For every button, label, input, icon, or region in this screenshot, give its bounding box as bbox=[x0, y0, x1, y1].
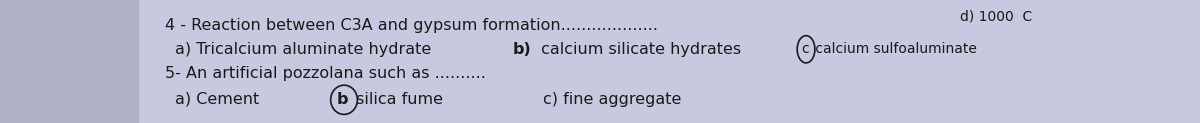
Text: 4 - Reaction between C3A and gypsum formation...................: 4 - Reaction between C3A and gypsum form… bbox=[166, 18, 658, 33]
Text: b: b bbox=[337, 92, 348, 107]
Text: b): b) bbox=[512, 42, 532, 57]
Text: c: c bbox=[802, 42, 809, 56]
Text: 5- An artificial pozzolana such as ..........: 5- An artificial pozzolana such as .....… bbox=[166, 66, 486, 81]
Text: a) Cement: a) Cement bbox=[175, 92, 300, 107]
Text: d) 1000  C: d) 1000 C bbox=[960, 10, 1032, 24]
Text: calcium sulfoaluminate: calcium sulfoaluminate bbox=[811, 42, 977, 56]
Text: calcium silicate hydrates: calcium silicate hydrates bbox=[536, 42, 742, 57]
Text: silica fume: silica fume bbox=[352, 92, 500, 107]
Text: c) fine aggregate: c) fine aggregate bbox=[542, 92, 682, 107]
Text: a) Tricalcium aluminate hydrate: a) Tricalcium aluminate hydrate bbox=[175, 42, 437, 57]
Bar bbox=[0, 0, 138, 123]
